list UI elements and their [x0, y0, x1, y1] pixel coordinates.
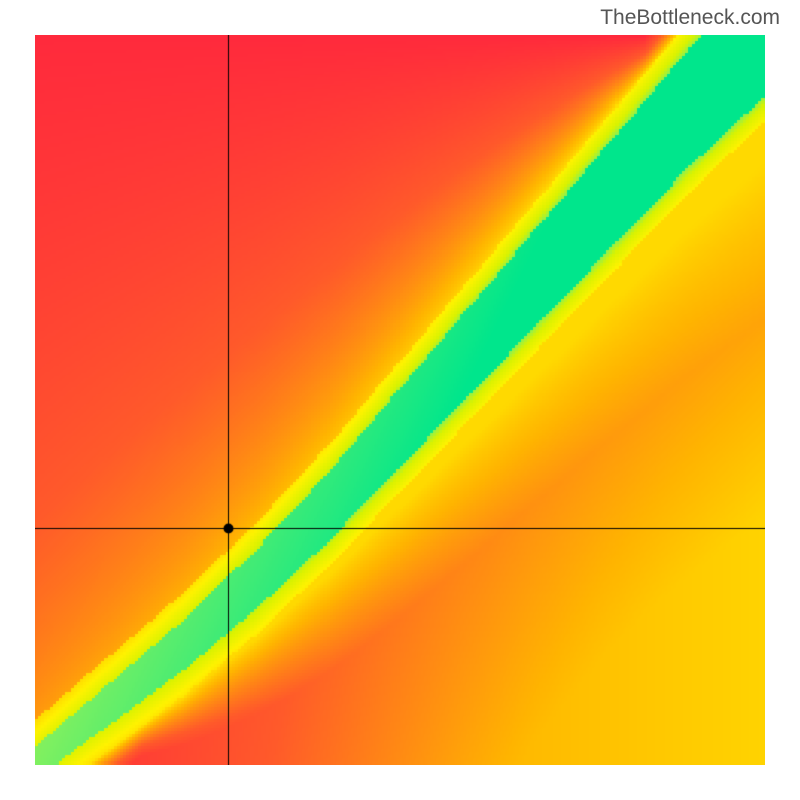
- chart-container: TheBottleneck.com: [0, 0, 800, 800]
- heatmap-canvas: [35, 35, 765, 765]
- heatmap-plot: [35, 35, 765, 765]
- watermark-text: TheBottleneck.com: [600, 6, 780, 30]
